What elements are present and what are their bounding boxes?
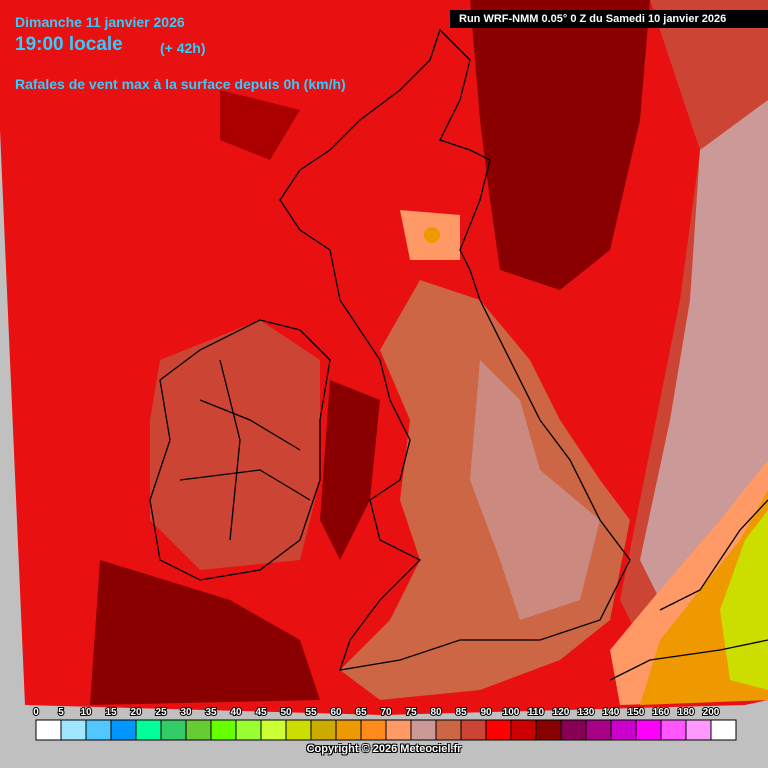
legend-label: 140 xyxy=(603,707,620,718)
date: Dimanche 11 janvier 2026 xyxy=(15,14,185,30)
legend-swatch xyxy=(560,719,587,741)
legend-swatch xyxy=(535,719,562,741)
legend-label: 30 xyxy=(180,707,192,718)
legend-swatch xyxy=(585,719,612,741)
legend-label: 45 xyxy=(255,707,267,718)
legend-label: 80 xyxy=(430,707,442,718)
legend-label: 0 xyxy=(33,707,39,718)
legend-swatch xyxy=(335,719,362,741)
legend-swatch xyxy=(235,719,262,741)
legend-label: 70 xyxy=(380,707,392,718)
parameter: Rafales de vent max à la surface depuis … xyxy=(15,76,346,92)
legend-label: 40 xyxy=(230,707,242,718)
legend-swatch xyxy=(485,719,512,741)
legend-swatch xyxy=(35,719,62,741)
legend-label: 100 xyxy=(503,707,520,718)
legend-label: 60 xyxy=(330,707,342,718)
dark-area-sw xyxy=(90,560,320,705)
area-75 xyxy=(640,100,768,600)
legend-swatch xyxy=(135,719,162,741)
copyright: Copyright © 2026 Meteociel.fr xyxy=(306,743,462,755)
coastlines xyxy=(149,28,768,681)
legend-swatch xyxy=(635,719,662,741)
legend-swatch xyxy=(610,719,637,741)
legend-label: 130 xyxy=(578,707,595,718)
legend-swatch xyxy=(660,719,687,741)
legend-swatch xyxy=(60,719,87,741)
legend-swatch xyxy=(410,719,437,741)
run-info: Run WRF-NMM 0.05° 0 Z du Samedi 10 janvi… xyxy=(450,10,768,28)
dark-area xyxy=(470,0,650,290)
area-75b xyxy=(470,360,600,620)
legend-label: 10 xyxy=(80,707,92,718)
legend-swatch xyxy=(435,719,462,741)
legend-label: 150 xyxy=(628,707,645,718)
legend-swatch xyxy=(110,719,137,741)
legend-label: 25 xyxy=(155,707,167,718)
legend-label: 200 xyxy=(703,707,720,718)
legend-swatch xyxy=(510,719,537,741)
legend-swatch xyxy=(310,719,337,741)
dark-area-sea xyxy=(320,380,380,560)
local-time: 19:00 locale xyxy=(15,34,123,55)
legend-label: 50 xyxy=(280,707,292,718)
legend-swatch xyxy=(685,719,712,741)
legend-swatch xyxy=(385,719,412,741)
legend-swatch xyxy=(260,719,287,741)
dark-area-n xyxy=(220,90,300,160)
legend-label: 75 xyxy=(405,707,417,718)
legend-swatch xyxy=(285,719,312,741)
ireland-area xyxy=(150,320,320,570)
legend-label: 55 xyxy=(305,707,317,718)
legend-swatch xyxy=(360,719,387,741)
highland-peak xyxy=(424,227,440,243)
legend-label: 15 xyxy=(105,707,117,718)
legend-label: 110 xyxy=(528,707,545,718)
legend-swatch xyxy=(85,719,112,741)
lead-time: (+ 42h) xyxy=(160,40,206,56)
legend-label: 65 xyxy=(355,707,367,718)
area-50 xyxy=(720,510,768,690)
legend-label: 180 xyxy=(678,707,695,718)
legend-label: 120 xyxy=(553,707,570,718)
legend-swatch xyxy=(210,719,237,741)
legend-label: 160 xyxy=(653,707,670,718)
legend-swatch xyxy=(710,719,737,741)
legend-swatch xyxy=(160,719,187,741)
legend-swatch xyxy=(460,719,487,741)
legend-label: 90 xyxy=(480,707,492,718)
legend-swatch xyxy=(185,719,212,741)
legend-label: 5 xyxy=(58,707,64,718)
legend-label: 35 xyxy=(205,707,217,718)
legend-label: 20 xyxy=(130,707,142,718)
legend-label: 85 xyxy=(455,707,467,718)
